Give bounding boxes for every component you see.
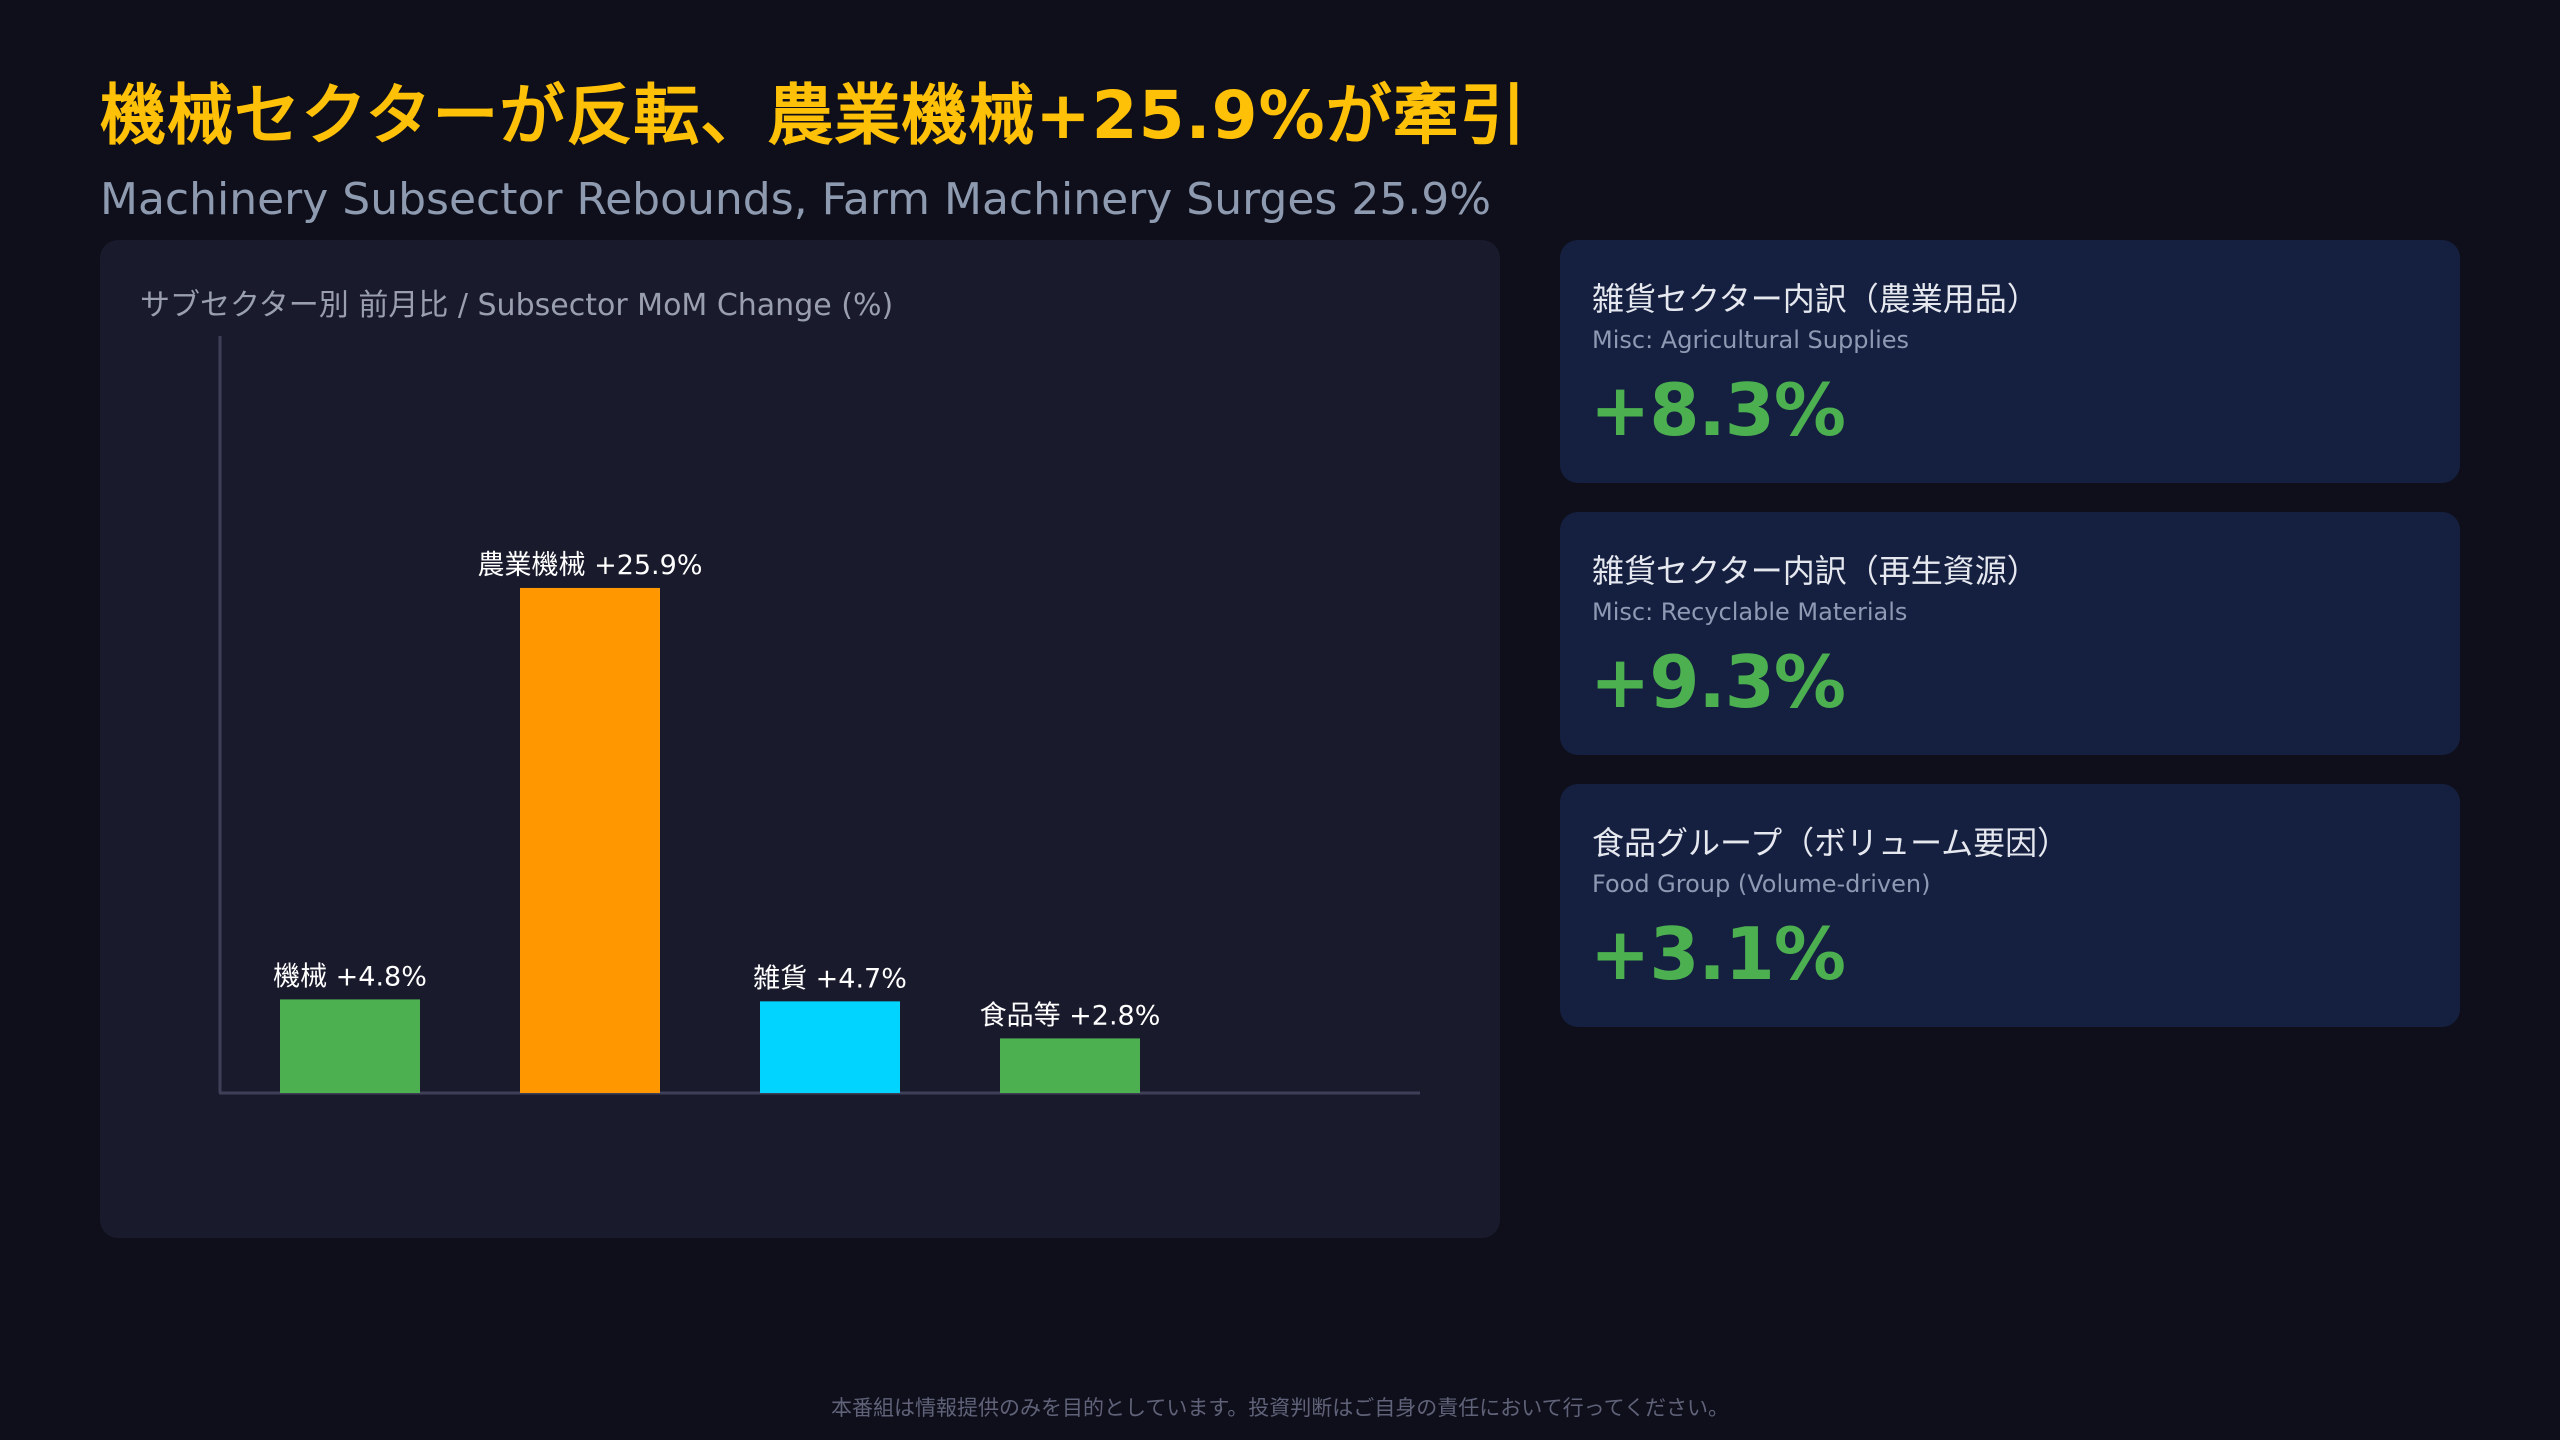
card-subtitle: Food Group (Volume-driven) <box>1592 870 1931 898</box>
chart-panel: サブセクター別 前月比 / Subsector MoM Change (%) 機… <box>100 240 1500 1238</box>
bar-data-label: 機械 +4.8% <box>273 961 427 992</box>
card-subtitle: Misc: Recyclable Materials <box>1592 598 1908 626</box>
bar-3 <box>760 1001 900 1093</box>
bar-chart: 機械 +4.8% 農業機械 +25.9% 雑貨 +4.7% 食品等 +2.8% <box>218 336 1420 1095</box>
bar-data-label: 食品等 +2.8% <box>980 1000 1161 1031</box>
card-value: +9.3% <box>1590 640 1846 724</box>
bar-1 <box>280 999 420 1093</box>
stat-card-food-group: 食品グループ（ボリューム要因） Food Group (Volume-drive… <box>1560 784 2460 1027</box>
stat-card-agri-supplies: 雑貨セクター内訳（農業用品） Misc: Agricultural Suppli… <box>1560 240 2460 483</box>
page-subtitle: Machinery Subsector Rebounds, Farm Machi… <box>100 174 1492 225</box>
bars-group: 機械 +4.8% 農業機械 +25.9% 雑貨 +4.7% 食品等 +2.8% <box>273 550 1160 1093</box>
stat-card-recyclables: 雑貨セクター内訳（再生資源） Misc: Recyclable Material… <box>1560 512 2460 755</box>
card-subtitle: Misc: Agricultural Supplies <box>1592 326 1910 354</box>
page-title: 機械セクターが反転、農業機械+25.9%が牽引 <box>100 77 1527 154</box>
disclaimer: 本番組は情報提供のみを目的としています。投資判断はご自身の責任において行ってくだ… <box>831 1396 1729 1420</box>
card-title: 雑貨セクター内訳（再生資源） <box>1592 552 2039 590</box>
stat-cards: 雑貨セクター内訳（農業用品） Misc: Agricultural Suppli… <box>1560 240 2460 1056</box>
bar-4 <box>1000 1038 1140 1093</box>
card-value: +8.3% <box>1590 368 1846 452</box>
bar-2 <box>520 587 660 1093</box>
bar-data-label: 雑貨 +4.7% <box>753 963 907 994</box>
card-value: +3.1% <box>1590 912 1846 996</box>
card-title: 食品グループ（ボリューム要因） <box>1592 824 2070 862</box>
bar-data-label: 農業機械 +25.9% <box>478 550 703 581</box>
chart-title: サブセクター別 前月比 / Subsector MoM Change (%) <box>140 288 894 323</box>
card-title: 雑貨セクター内訳（農業用品） <box>1592 280 2039 318</box>
